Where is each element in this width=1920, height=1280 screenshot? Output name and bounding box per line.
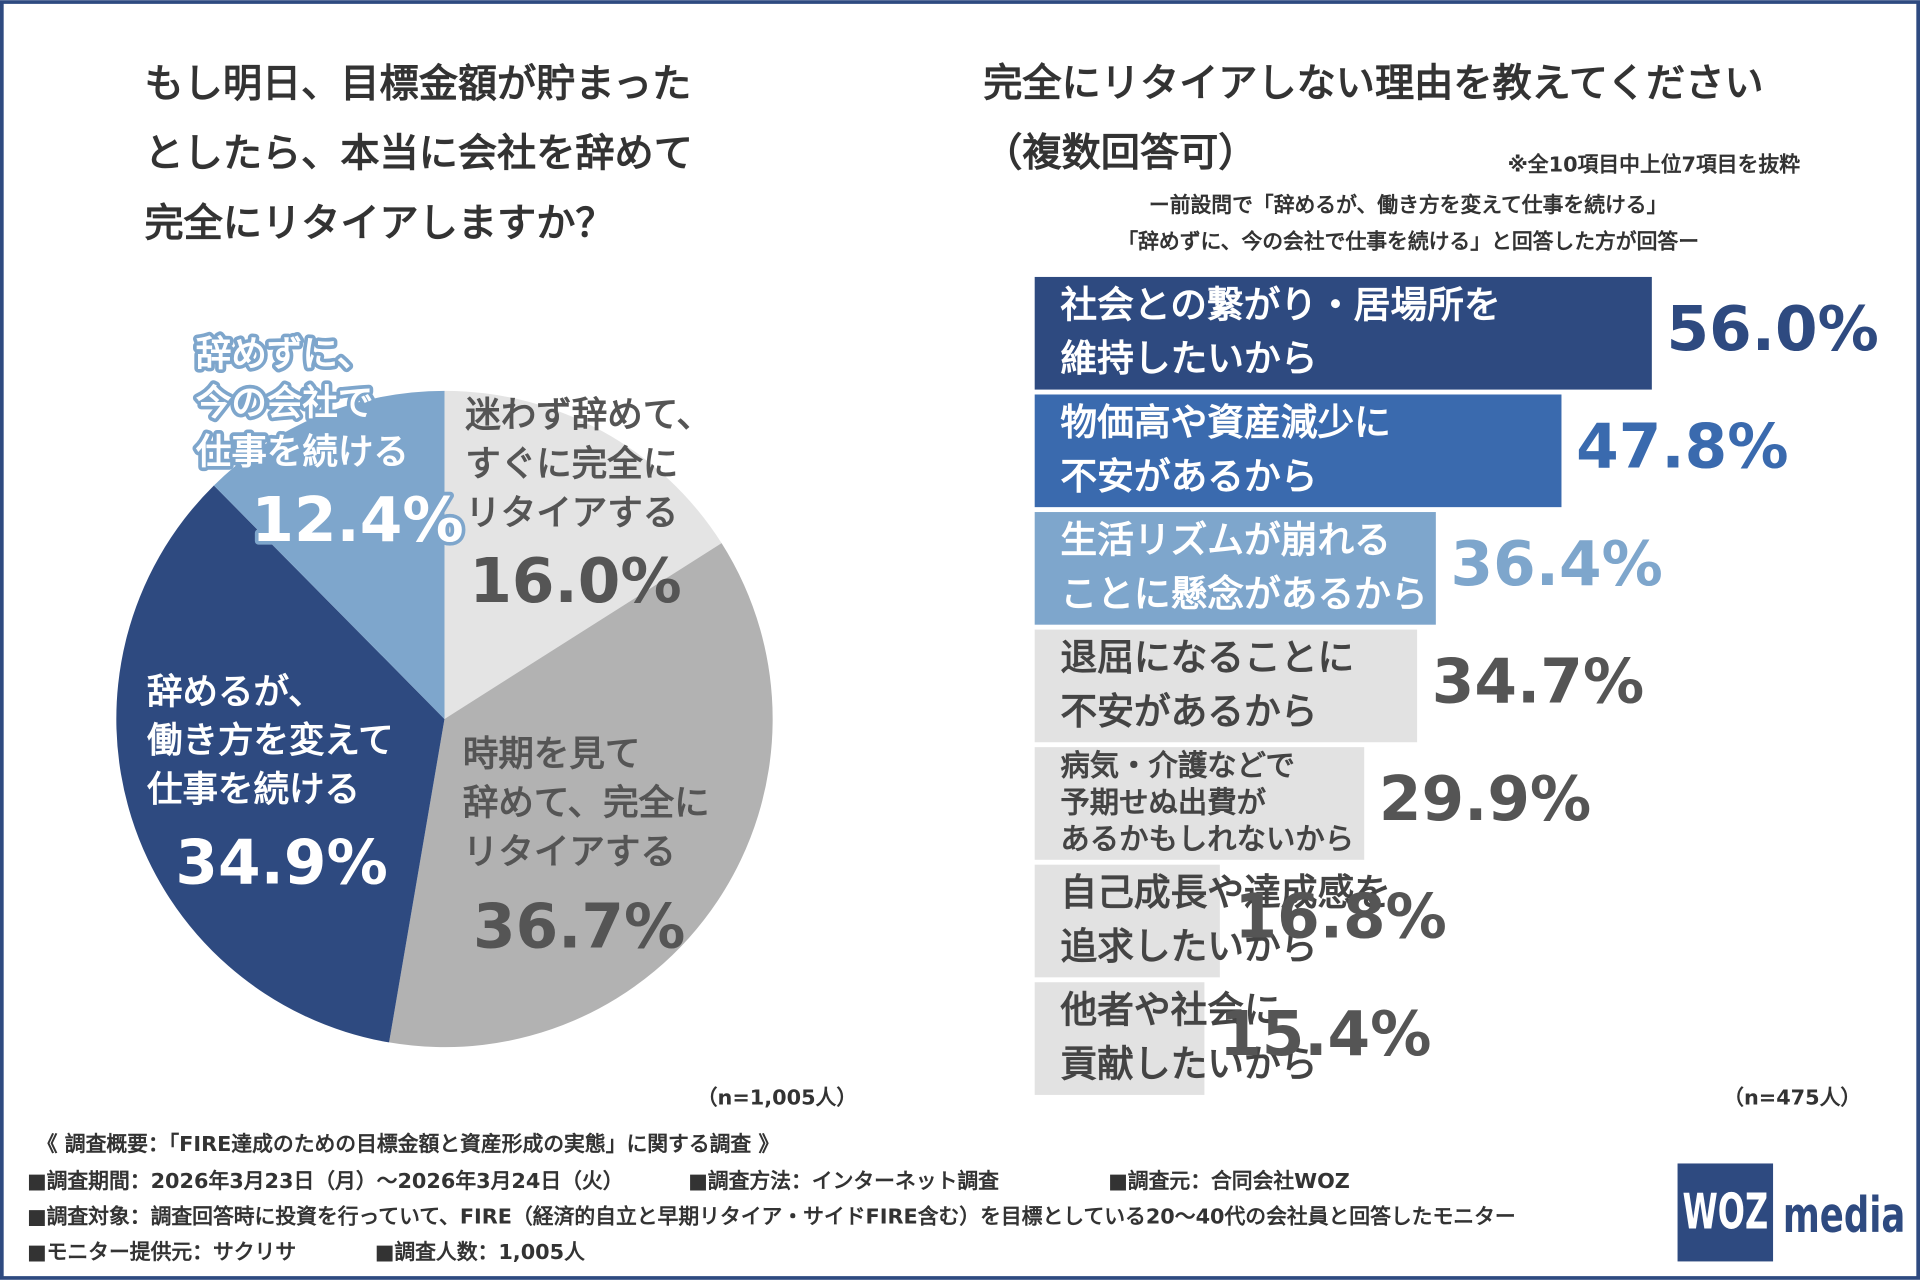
footer-period: ■調査期間：2026年3月23日（月）～2026年3月24日（火） [27,1169,624,1193]
bar [1034,864,1220,978]
bar-value: 47.8% [1576,411,1788,482]
slice-label: 時期を見て辞めて、完全にリタイアする [463,734,710,873]
chart-title: もし明日、目標金額が貯まったとしたら、本当に会社を辞めて完全にリタイアしますか？ [144,61,692,246]
description: 「辞めずに、今の会社で仕事を続ける」と回答した方が回答ー [1117,230,1699,254]
bar-value: 29.9% [1379,764,1591,835]
bar-category: 退屈になることに不安があるから [1060,635,1354,732]
slice-value: 36.7% [473,891,685,962]
bar-value: 36.4% [1451,529,1663,600]
footer-provider: ■モニター提供元：サクリサ [27,1240,296,1264]
pie-slice [213,390,445,719]
bar-value: 34.7% [1432,647,1644,718]
slice-value: 34.9% [175,828,387,899]
bar-value: 16.8% [1235,882,1447,953]
slice-value: 12.4% [251,485,463,556]
bar-value: 15.4% [1219,999,1431,1070]
footer-count: ■調査人数：1,005人 [375,1240,585,1264]
sample-size: （n=475人） [1723,1086,1861,1110]
pie-slice [116,485,445,1043]
bar-category: 自己成長や達成感を追求したいから [1060,871,1390,968]
bar [1034,276,1652,390]
slice-label: 迷わず辞めて、すぐに完全にリタイアする [465,395,712,534]
bar-category: 物価高や資産減少に不安があるから [1060,400,1390,497]
footer-heading: 《 調査概要：「FIRE達成のための目標金額と資産形成の実態」に関する調査 》 [37,1132,780,1156]
bar-category: 他者や社会に貢献したいから [1059,988,1317,1085]
bar [1034,512,1436,625]
bar [1034,394,1562,508]
footer-target: ■調査対象：調査回答時に投資を行っていて、FIRE（経済的自立と早期リタイア・サ… [27,1204,1516,1228]
pie-slice [444,390,722,719]
slice-value: 16.0% [469,546,681,617]
sample-size: （n=1,005人） [697,1086,857,1110]
bar-value: 56.0% [1667,294,1879,365]
logo-box [1677,1163,1774,1262]
bar-category: 病気・介護などで予期せぬ出費があるかもしれないから [1060,748,1354,855]
slice-label: 辞めずに、今の会社で仕事を続ける [196,333,409,472]
chart-title: 完全にリタイアしない理由を教えてください [983,61,1763,106]
bar-category: 社会との繋がり・居場所を維持したいから [1060,283,1500,380]
slice-label: 辞めるが、働き方を変えて仕事を続ける [147,671,394,810]
bar [1034,747,1365,860]
chart-subtitle: （複数回答可） [983,131,1257,176]
bar [1034,982,1205,1095]
logo-sub: media [1783,1187,1905,1244]
annotation: ※全10項目中上位7項目を抜粋 [1508,153,1801,177]
footer-method: ■調査方法：インターネット調査 [688,1169,999,1193]
bar-category: 生活リズムが崩れることに懸念があるから [1060,518,1427,615]
description: ー前設問で「辞めるが、働き方を変えて仕事を続ける」 [1149,193,1667,217]
logo-main: WOZ [1682,1183,1768,1240]
footer-source: ■調査元：合同会社WOZ [1108,1169,1350,1193]
pie-slice [389,543,773,1048]
bar [1034,629,1418,743]
